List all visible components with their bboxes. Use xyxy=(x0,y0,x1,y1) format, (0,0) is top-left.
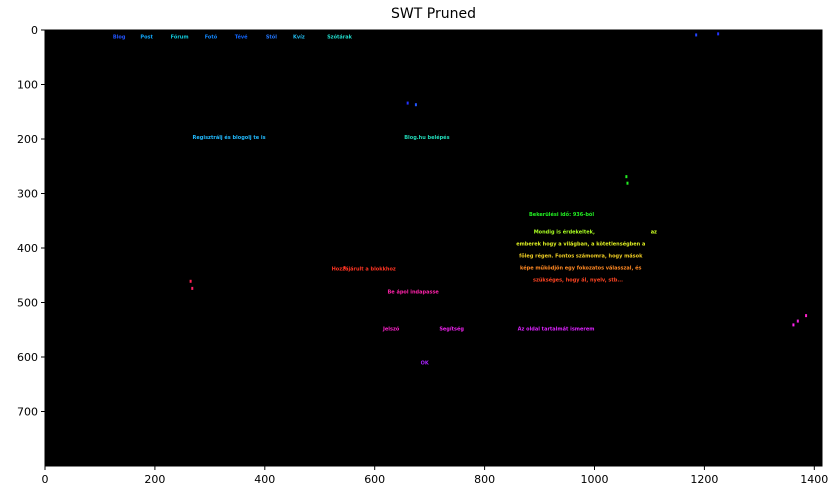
detected-text-mark: Blog xyxy=(113,35,126,41)
detected-text-mark: Fotó xyxy=(205,34,218,41)
detected-text-mark: Tévé xyxy=(235,34,248,41)
y-tick-label: 500 xyxy=(17,297,38,310)
y-tick-label: 400 xyxy=(17,242,38,255)
x-tick-label: 200 xyxy=(144,473,165,486)
detected-text-mark: Post xyxy=(140,35,153,41)
detected-text-mark: az xyxy=(651,230,657,236)
detected-text-mark: főleg régen. Fontos számomra, hogy mások xyxy=(519,253,643,260)
detected-text-mark: Blog.hu belépés xyxy=(404,134,449,141)
y-tick-label: 300 xyxy=(17,188,38,201)
detected-text-mark: képe működjön egy fokozatos válasszal, é… xyxy=(520,265,641,272)
y-tick-label: 200 xyxy=(17,133,38,146)
stroke-component-mark xyxy=(796,319,799,323)
stroke-component-mark xyxy=(792,323,795,327)
x-tick-label: 1400 xyxy=(800,473,828,486)
y-axis: 0 100 200 300 400 500 600 700 xyxy=(17,24,45,419)
detected-text-mark: szükséges, hogy ál, nyelv, stb... xyxy=(533,277,623,284)
detected-text-mark: Stól xyxy=(266,34,277,41)
x-tick-label: 600 xyxy=(364,473,385,486)
detected-text-mark: Segítség xyxy=(439,326,464,333)
y-tick-label: 600 xyxy=(17,351,38,364)
detected-text-mark: Mondig is érdekeltek, xyxy=(534,229,595,236)
stroke-component-mark xyxy=(343,266,346,270)
detected-text-mark: Bekerülési idő: 936-ból xyxy=(529,211,594,218)
detected-text-mark: OK xyxy=(421,360,430,366)
x-tick-label: 0 xyxy=(42,473,49,486)
x-tick-label: 1200 xyxy=(690,473,718,486)
detected-text-mark: Regisztrálj és blogolj te is xyxy=(193,134,266,141)
detected-text-mark: Az oldal tartalmát ismerem xyxy=(518,326,595,333)
stroke-component-mark xyxy=(189,279,192,283)
detected-text-mark: Jelszó xyxy=(382,326,400,333)
x-tick-label: 800 xyxy=(474,473,495,486)
plot-frame xyxy=(44,29,823,467)
chart-title: SWT Pruned xyxy=(391,6,476,22)
x-tick-label: 400 xyxy=(254,473,275,486)
y-tick-label: 0 xyxy=(31,24,38,37)
detected-text-mark: Be ápol indapasse xyxy=(388,289,440,296)
y-tick-label: 100 xyxy=(17,79,38,92)
stroke-component-mark xyxy=(625,175,628,179)
x-tick-label: 1000 xyxy=(581,473,609,486)
y-tick-label: 700 xyxy=(17,406,38,419)
plot-background xyxy=(45,30,822,466)
stroke-component-mark xyxy=(695,33,698,37)
stroke-component-mark xyxy=(406,101,409,105)
detected-text-mark: Hozzájárult a blokkhoz xyxy=(332,266,396,273)
stroke-component-mark xyxy=(191,286,194,290)
detected-text-mark: Kvíz xyxy=(293,34,305,41)
detected-text-mark: emberek hogy a világban, a kötetlenségbe… xyxy=(516,241,645,248)
stroke-component-mark xyxy=(626,181,629,185)
x-axis: 0 200 400 600 800 1000 1200 1400 xyxy=(42,466,828,486)
stroke-component-mark xyxy=(414,103,417,107)
stroke-component-mark xyxy=(805,314,808,318)
detected-text-mark: Szótárak xyxy=(327,34,353,41)
stroke-component-mark xyxy=(717,32,720,36)
detected-text-mark: Fórum xyxy=(171,34,189,41)
detected-text-layer: Blog Post Fórum Fotó Tévé Stól Kvíz Szótárak Reg… xyxy=(113,32,808,366)
